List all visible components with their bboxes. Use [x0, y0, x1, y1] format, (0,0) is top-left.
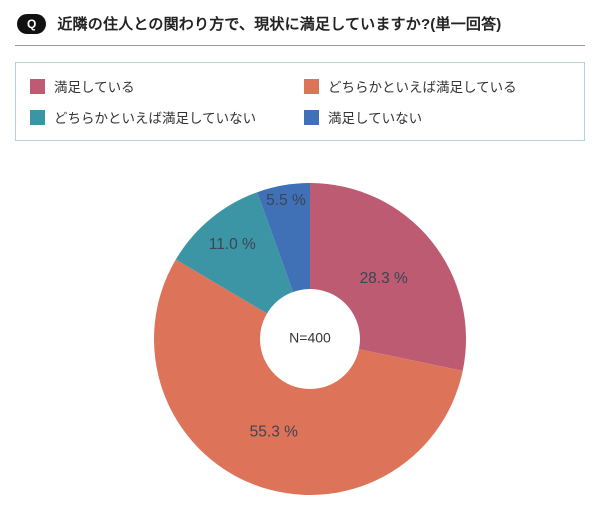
slice-value-label: 11.0 % [209, 236, 256, 253]
q-badge: Q [17, 13, 47, 34]
legend-swatch [30, 78, 45, 94]
legend-item: 満足していない [304, 107, 570, 127]
slice-value-label: 5.5 % [266, 192, 306, 209]
legend-label: 満足していない [328, 111, 423, 126]
legend-label: どちらかといえば満足していない [54, 111, 257, 126]
legend-item: 満足している [30, 76, 296, 96]
donut-chart: 28.3 % 55.3 % 11.0 % 5.5 % N=400 [0, 149, 600, 511]
question-title: 近隣の住人との関わり方で、現状に満足していますか?(単一回答) [57, 16, 502, 33]
question-header: Q 近隣の住人との関わり方で、現状に満足していますか?(単一回答) [15, 0, 585, 46]
legend-swatch [30, 109, 45, 125]
legend-swatch [304, 78, 319, 94]
legend-label: どちらかといえば満足している [328, 80, 517, 95]
sample-size-label: N=400 [289, 330, 331, 346]
slice-value-label: 55.3 % [250, 423, 298, 440]
donut-hole [260, 289, 360, 389]
donut-chart-svg: 28.3 % 55.3 % 11.0 % 5.5 % N=400 [154, 183, 467, 495]
legend: 満足している どちらかといえば満足しているどちらかといえば満足していない 満足してい… [15, 62, 585, 141]
legend-swatch [304, 109, 319, 125]
legend-label: 満足している [54, 80, 135, 95]
slice-value-label: 28.3 % [360, 270, 408, 287]
legend-item: どちらかといえば満足していない [30, 107, 296, 127]
legend-item: どちらかといえば満足している [304, 76, 570, 96]
